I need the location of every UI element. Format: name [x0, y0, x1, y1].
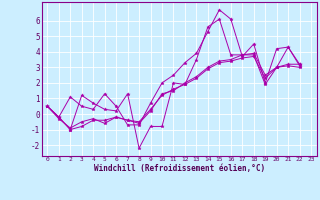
X-axis label: Windchill (Refroidissement éolien,°C): Windchill (Refroidissement éolien,°C)	[94, 164, 265, 173]
